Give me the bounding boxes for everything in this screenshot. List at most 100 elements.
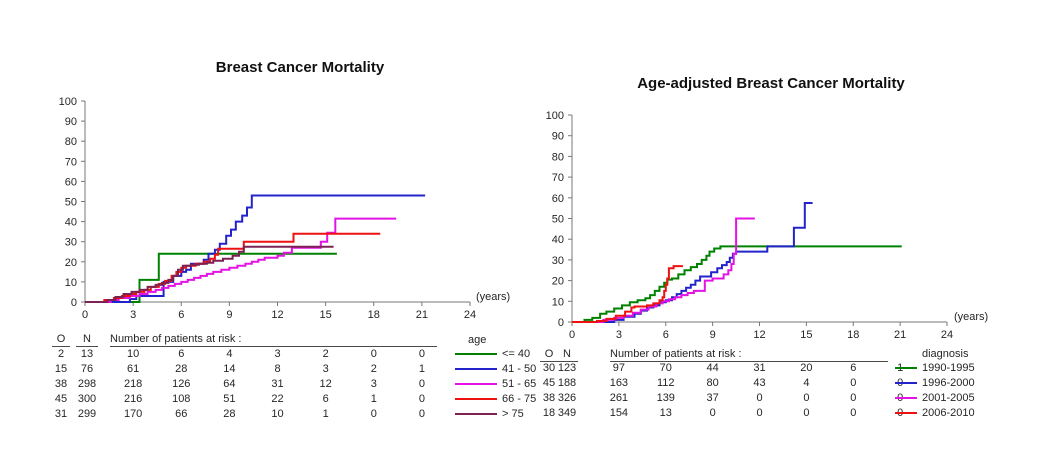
y-tick-label: 60 xyxy=(552,193,564,205)
legend-label-66-75: 66 - 75 xyxy=(502,393,537,405)
observed-value: 30 xyxy=(542,362,556,374)
survival-curve-1990-1995 xyxy=(572,245,902,323)
x-tick-label: 24 xyxy=(941,329,953,341)
at-risk-count: 0 xyxy=(418,393,425,405)
at-risk-count: 0 xyxy=(850,407,857,419)
legend-label-51-65: 51 - 65 xyxy=(502,378,537,390)
survival-curve-2006-2010 xyxy=(572,265,683,323)
at-risk-count: 112 xyxy=(656,377,675,389)
observed-value: 38 xyxy=(542,392,556,404)
x-tick-label: 3 xyxy=(616,329,622,341)
at-risk-count: 0 xyxy=(418,408,425,420)
at-risk-count: 3 xyxy=(274,348,281,360)
legend-label-75: > 75 xyxy=(502,408,524,420)
at-risk-count: 97 xyxy=(612,362,625,374)
x-tick-label: 6 xyxy=(178,309,184,321)
at-risk-count: 28 xyxy=(175,363,188,375)
at-risk-count: 0 xyxy=(756,392,763,404)
observed-value: 45 xyxy=(542,377,556,389)
at-risk-count: 2 xyxy=(322,348,329,360)
survival-curve-2001-2005 xyxy=(572,217,755,323)
x-tick-label: 0 xyxy=(569,329,575,341)
y-tick-label: 10 xyxy=(65,277,77,289)
risk-table-caption: Number of patients at risk : xyxy=(110,333,242,345)
y-tick-label: 80 xyxy=(552,151,564,163)
observed-value: 15 xyxy=(54,363,68,375)
at-risk-count: 1 xyxy=(322,408,329,420)
at-risk-count: 10 xyxy=(127,348,140,360)
total-value: 13 xyxy=(80,348,94,360)
total-value: 300 xyxy=(77,393,97,405)
y-tick-label: 20 xyxy=(65,257,77,269)
total-value: 123 xyxy=(557,362,577,374)
x-tick-label: 6 xyxy=(663,329,669,341)
at-risk-count: 154 xyxy=(609,407,629,419)
at-risk-count: 0 xyxy=(850,377,857,389)
at-risk-count: 0 xyxy=(709,407,716,419)
y-tick-label: 30 xyxy=(65,237,77,249)
legend-line-2006-2010 xyxy=(895,412,917,414)
total-value: 349 xyxy=(557,407,577,419)
at-risk-count: 0 xyxy=(418,348,425,360)
x-tick-label: 0 xyxy=(82,309,88,321)
figure-1: 0 10 20 30 40 50 60 70 80 90 100 0 3 6 9 12 15 18 21 24(yea… xyxy=(546,110,989,341)
legend-label-1990-1995: 1990-1995 xyxy=(922,362,975,374)
legend-title: diagnosis xyxy=(922,348,969,360)
x-tick-label: 9 xyxy=(710,329,716,341)
y-tick-label: 0 xyxy=(558,317,564,329)
at-risk-count: 0 xyxy=(850,392,857,404)
risk-table-header-total: N xyxy=(83,333,91,345)
risk-table-header-observed: O xyxy=(544,348,554,360)
at-risk-count: 216 xyxy=(123,393,143,405)
legend-label-2006-2010: 2006-2010 xyxy=(922,407,975,419)
at-risk-count: 43 xyxy=(753,377,766,389)
at-risk-count: 0 xyxy=(418,378,425,390)
survival-curve-75 xyxy=(85,245,334,303)
x-tick-label: 9 xyxy=(226,309,232,321)
x-tick-label: 24 xyxy=(464,309,476,321)
x-axis-unit-label: (years) xyxy=(476,291,510,303)
at-risk-count: 0 xyxy=(803,407,810,419)
legend-line-40 xyxy=(455,353,497,355)
x-tick-label: 15 xyxy=(800,329,812,341)
at-risk-count: 6 xyxy=(322,393,329,405)
total-column-rule xyxy=(556,361,578,362)
at-risk-count: 10 xyxy=(271,408,284,420)
figure-0: 0 10 20 30 40 50 60 70 80 90 100 0 3 6 9 12 15 18 21 24(yea… xyxy=(59,96,511,321)
observed-value: 45 xyxy=(54,393,68,405)
risk-table-header-observed: O xyxy=(56,333,66,345)
survival-curve-1996-2000 xyxy=(572,202,813,323)
at-risk-count: 0 xyxy=(370,348,377,360)
y-tick-label: 70 xyxy=(552,172,564,184)
at-risk-count: 0 xyxy=(803,392,810,404)
at-risk-count: 0 xyxy=(370,408,377,420)
at-risk-count: 261 xyxy=(609,392,629,404)
at-risk-count: 51 xyxy=(223,393,236,405)
x-tick-label: 18 xyxy=(368,309,380,321)
at-risk-count: 22 xyxy=(271,393,284,405)
legend-line-2001-2005 xyxy=(895,397,917,399)
observed-value: 18 xyxy=(542,407,556,419)
at-risk-count: 163 xyxy=(609,377,629,389)
observed-value: 31 xyxy=(54,408,68,420)
at-risk-count: 2 xyxy=(370,363,377,375)
x-tick-label: 21 xyxy=(416,309,428,321)
legend-label-41-50: 41 - 50 xyxy=(502,363,537,375)
observed-value: 38 xyxy=(54,378,68,390)
y-tick-label: 50 xyxy=(552,214,564,226)
risk-table-caption: Number of patients at risk : xyxy=(610,348,742,360)
survival-curve-41-50 xyxy=(85,194,426,303)
y-tick-label: 80 xyxy=(65,136,77,148)
x-tick-label: 21 xyxy=(894,329,906,341)
chart-title-breast-cancer-mortality: Breast Cancer Mortality xyxy=(215,59,385,76)
at-risk-count: 6 xyxy=(178,348,185,360)
at-risk-count: 20 xyxy=(800,362,813,374)
at-risk-count: 70 xyxy=(659,362,672,374)
legend-label-2001-2005: 2001-2005 xyxy=(922,392,975,404)
at-risk-count: 1 xyxy=(418,363,425,375)
survival-curve-51-65 xyxy=(85,217,397,303)
risk-table-rule xyxy=(110,346,437,347)
at-risk-count: 80 xyxy=(706,377,719,389)
